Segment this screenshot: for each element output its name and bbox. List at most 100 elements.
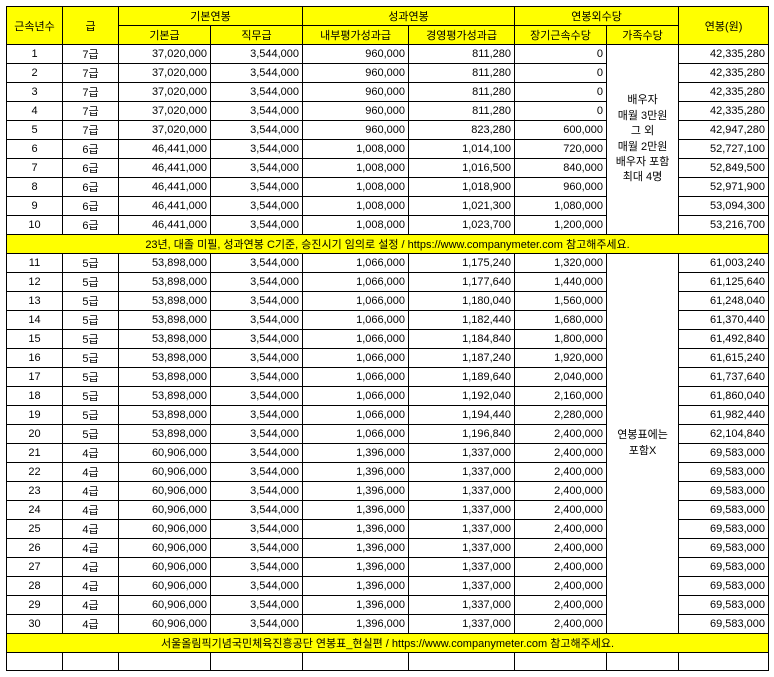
cell: 3,544,000 [211, 387, 303, 406]
cell: 3,544,000 [211, 45, 303, 64]
cell: 60,906,000 [119, 558, 211, 577]
cell: 4급 [63, 558, 119, 577]
cell [515, 653, 607, 671]
cell: 1,008,000 [303, 159, 409, 178]
cell: 60,906,000 [119, 444, 211, 463]
cell: 1,014,100 [409, 140, 515, 159]
cell: 1,396,000 [303, 615, 409, 634]
cell: 61,003,240 [679, 254, 769, 273]
cell: 62,104,840 [679, 425, 769, 444]
note-row: 23년, 대졸 미필, 성과연봉 C기준, 승진시기 임의로 설정 / http… [7, 235, 769, 254]
cell: 3,544,000 [211, 178, 303, 197]
header-row-1: 근속년수 급 기본연봉 성과연봉 연봉외수당 연봉(원) [7, 7, 769, 26]
cell: 1,177,640 [409, 273, 515, 292]
cell: 4급 [63, 539, 119, 558]
cell: 1,396,000 [303, 558, 409, 577]
cell: 1,396,000 [303, 463, 409, 482]
cell: 6급 [63, 178, 119, 197]
cell: 52,971,900 [679, 178, 769, 197]
cell: 3,544,000 [211, 501, 303, 520]
cell: 5급 [63, 349, 119, 368]
cell: 60,906,000 [119, 539, 211, 558]
cell: 2 [7, 64, 63, 83]
cell: 46,441,000 [119, 178, 211, 197]
cell: 37,020,000 [119, 64, 211, 83]
cell: 53,898,000 [119, 387, 211, 406]
cell: 46,441,000 [119, 216, 211, 235]
cell: 1,180,040 [409, 292, 515, 311]
cell: 6급 [63, 159, 119, 178]
col-long-service: 장기근속수당 [515, 26, 607, 45]
cell: 69,583,000 [679, 539, 769, 558]
cell: 3,544,000 [211, 349, 303, 368]
cell: 24 [7, 501, 63, 520]
cell: 69,583,000 [679, 596, 769, 615]
cell: 811,280 [409, 83, 515, 102]
cell: 69,583,000 [679, 520, 769, 539]
cell: 1,396,000 [303, 520, 409, 539]
cell: 61,982,440 [679, 406, 769, 425]
cell: 23 [7, 482, 63, 501]
cell: 2,400,000 [515, 615, 607, 634]
table-row: 115급53,898,0003,544,0001,066,0001,175,24… [7, 254, 769, 273]
cell: 1,396,000 [303, 539, 409, 558]
cell: 1,187,240 [409, 349, 515, 368]
cell: 3,544,000 [211, 102, 303, 121]
cell: 3,544,000 [211, 64, 303, 83]
salary-table: 근속년수 급 기본연봉 성과연봉 연봉외수당 연봉(원) 기본급 직무급 내부평… [6, 6, 769, 671]
cell: 69,583,000 [679, 501, 769, 520]
col-perf-salary: 성과연봉 [303, 7, 515, 26]
table-row-empty [7, 653, 769, 671]
cell: 4급 [63, 520, 119, 539]
cell: 2,400,000 [515, 539, 607, 558]
cell: 960,000 [303, 45, 409, 64]
cell [211, 653, 303, 671]
cell: 1,066,000 [303, 406, 409, 425]
cell: 1,066,000 [303, 292, 409, 311]
cell: 27 [7, 558, 63, 577]
note-row: 서울올림픽기념국민체육진흥공단 연봉표_현실편 / https://www.co… [7, 634, 769, 653]
cell: 7급 [63, 45, 119, 64]
cell: 3,544,000 [211, 292, 303, 311]
cell [63, 653, 119, 671]
cell: 1,396,000 [303, 501, 409, 520]
cell [119, 653, 211, 671]
cell: 53,898,000 [119, 273, 211, 292]
cell: 1 [7, 45, 63, 64]
cell: 811,280 [409, 45, 515, 64]
cell: 53,898,000 [119, 368, 211, 387]
cell: 3 [7, 83, 63, 102]
cell: 1,194,440 [409, 406, 515, 425]
cell: 3,544,000 [211, 254, 303, 273]
cell [607, 653, 679, 671]
cell: 53,898,000 [119, 330, 211, 349]
cell: 53,898,000 [119, 311, 211, 330]
cell: 1,066,000 [303, 273, 409, 292]
cell: 1,008,000 [303, 140, 409, 159]
cell: 69,583,000 [679, 482, 769, 501]
cell [303, 653, 409, 671]
cell: 2,400,000 [515, 425, 607, 444]
cell: 16 [7, 349, 63, 368]
cell: 3,544,000 [211, 121, 303, 140]
cell: 720,000 [515, 140, 607, 159]
cell: 1,182,440 [409, 311, 515, 330]
cell: 1,175,240 [409, 254, 515, 273]
cell: 2,400,000 [515, 596, 607, 615]
cell: 69,583,000 [679, 558, 769, 577]
cell [409, 653, 515, 671]
cell: 61,860,040 [679, 387, 769, 406]
cell: 1,337,000 [409, 558, 515, 577]
cell: 1,560,000 [515, 292, 607, 311]
cell: 22 [7, 463, 63, 482]
cell: 1,337,000 [409, 444, 515, 463]
cell: 5급 [63, 330, 119, 349]
col-seniority: 근속년수 [7, 7, 63, 45]
cell: 52,849,500 [679, 159, 769, 178]
cell: 53,898,000 [119, 406, 211, 425]
cell: 1,337,000 [409, 539, 515, 558]
note-text: 서울올림픽기념국민체육진흥공단 연봉표_현실편 / https://www.co… [7, 634, 769, 653]
cell: 2,400,000 [515, 463, 607, 482]
cell: 1,337,000 [409, 482, 515, 501]
cell: 60,906,000 [119, 577, 211, 596]
